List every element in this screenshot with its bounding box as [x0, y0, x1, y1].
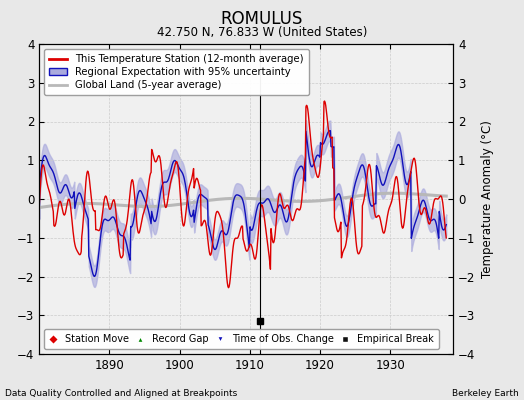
Text: ROMULUS: ROMULUS — [221, 10, 303, 28]
Text: Berkeley Earth: Berkeley Earth — [452, 389, 519, 398]
Text: 42.750 N, 76.833 W (United States): 42.750 N, 76.833 W (United States) — [157, 26, 367, 39]
Text: Data Quality Controlled and Aligned at Breakpoints: Data Quality Controlled and Aligned at B… — [5, 389, 237, 398]
Y-axis label: Temperature Anomaly (°C): Temperature Anomaly (°C) — [481, 120, 494, 278]
Legend: Station Move, Record Gap, Time of Obs. Change, Empirical Break: Station Move, Record Gap, Time of Obs. C… — [44, 330, 439, 349]
